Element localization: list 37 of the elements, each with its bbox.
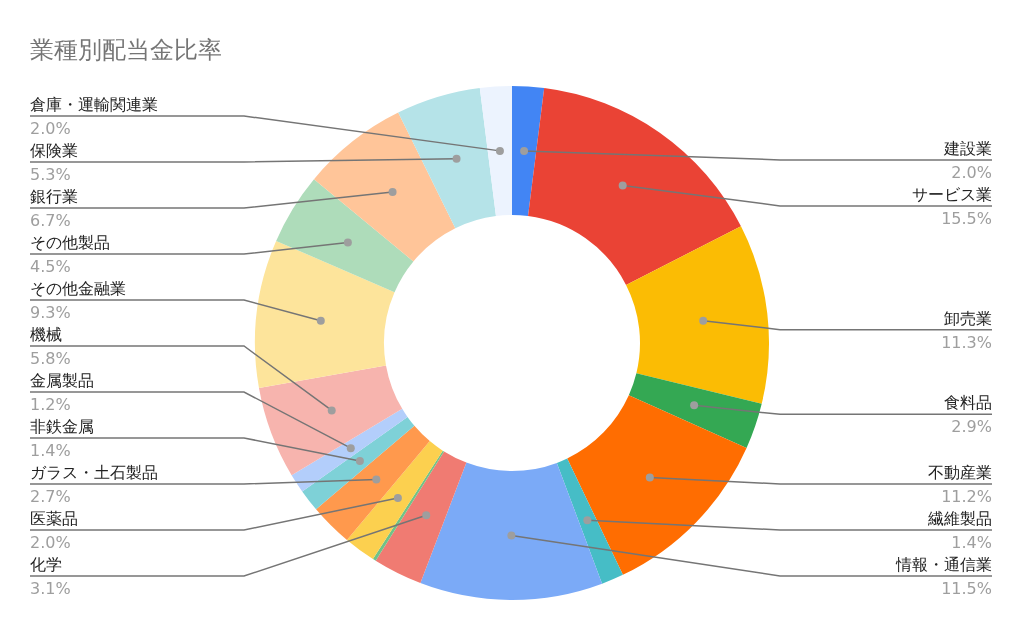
- slice-label: 保険業: [30, 141, 78, 160]
- slice-label: 繊維製品: [927, 509, 992, 528]
- data-label: 9.3%: [30, 303, 71, 322]
- data-label: 1.4%: [951, 533, 992, 552]
- chart-title: 業種別配当金比率: [30, 36, 222, 64]
- data-label: 11.3%: [941, 332, 992, 352]
- slice-label: 倉庫・運輸関連業: [30, 95, 158, 114]
- data-label: 2.0%: [30, 119, 71, 138]
- slice-label: 不動産業: [928, 463, 992, 482]
- slice-label: 銀行業: [30, 187, 78, 206]
- slice-label: 化学: [30, 555, 62, 574]
- slice-label: ガラス・土石製品: [30, 463, 158, 482]
- slice-label: 金属製品: [30, 371, 94, 390]
- slice-label: 卸売業: [944, 308, 992, 328]
- data-label: 4.5%: [30, 257, 71, 276]
- data-label: 3.1%: [30, 579, 71, 598]
- data-label: 1.4%: [30, 441, 71, 460]
- slice-label: 情報・通信業: [895, 555, 992, 574]
- slice-label: 食料品: [944, 393, 992, 413]
- data-label: 11.5%: [941, 579, 992, 598]
- data-label: 5.3%: [30, 165, 71, 184]
- slice-label: 非鉄金属: [30, 417, 94, 436]
- data-label: 2.0%: [30, 533, 71, 552]
- data-label: 2.7%: [30, 487, 71, 506]
- slice-label: 建設業: [943, 138, 992, 158]
- slice-label: 医薬品: [30, 509, 78, 528]
- data-label: 2.0%: [951, 162, 992, 182]
- data-label: 1.2%: [30, 395, 71, 414]
- slice-label: その他金融業: [30, 279, 126, 298]
- data-label: 11.2%: [941, 487, 992, 506]
- slice-label: その他製品: [30, 233, 110, 252]
- data-label: 15.5%: [941, 208, 992, 228]
- data-label: 2.9%: [951, 417, 992, 437]
- slice-label: サービス業: [912, 184, 992, 204]
- data-label: 6.7%: [30, 211, 71, 230]
- data-label: 5.8%: [30, 349, 71, 368]
- slice-label: 機械: [30, 325, 62, 344]
